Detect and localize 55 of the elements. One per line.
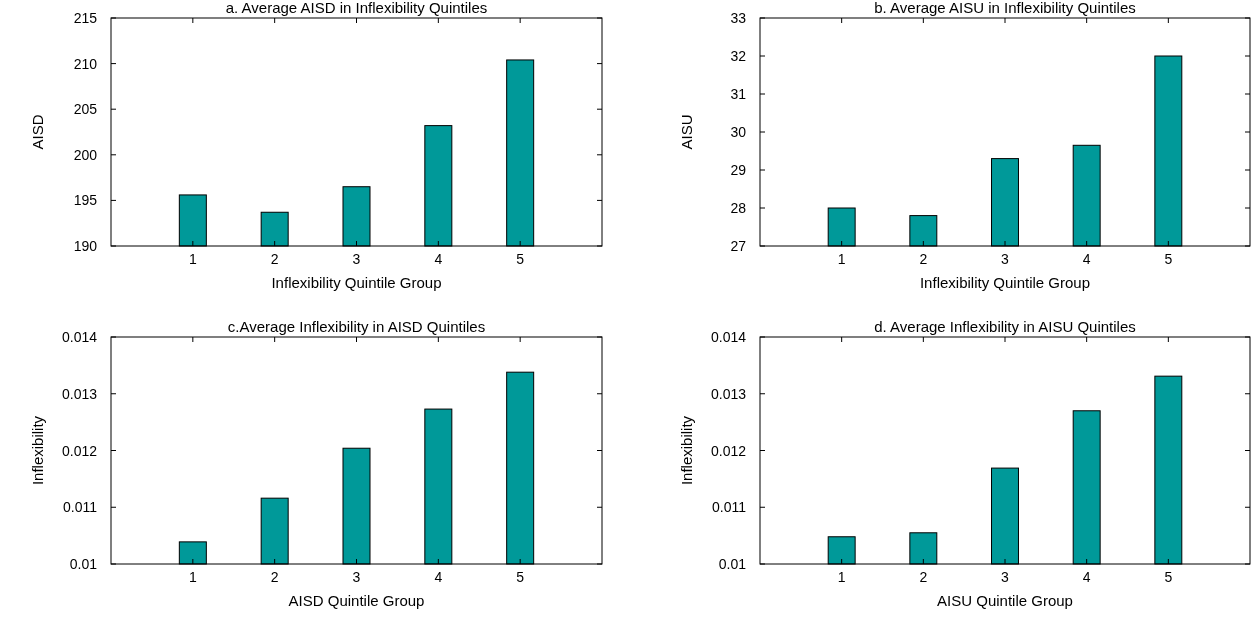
x-tick-label: 1: [837, 251, 846, 267]
chart-title: b. Average AISU in Inflexibility Quintiles: [874, 0, 1136, 16]
x-tick-label: 5: [1164, 569, 1173, 585]
x-tick-label: 4: [434, 251, 443, 267]
y-axis-title: Inflexibility: [678, 415, 695, 486]
x-axis-title: AISD Quintile Group: [288, 592, 425, 609]
y-tick-label: 205: [73, 101, 98, 118]
y-tick-label: 210: [73, 55, 98, 72]
chart-title: a. Average AISD in Inflexibility Quintiles: [225, 0, 488, 16]
y-tick-label: 32: [730, 48, 747, 64]
y-tick-label: 0.011: [712, 499, 747, 516]
y-tick-label: 31: [730, 86, 747, 102]
y-tick-label: 0.013: [61, 385, 98, 402]
x-axis-title: Inflexibility Quintile Group: [919, 274, 1091, 291]
y-tick-label: 29: [730, 162, 747, 178]
y-tick-label: 0.013: [710, 385, 747, 402]
x-axis-title: AISU Quintile Group: [937, 592, 1073, 609]
chart-title: c.Average Inflexibility in AISD Quintiles: [227, 318, 486, 335]
y-tick-label: 0.01: [718, 556, 747, 572]
x-tick-label: 5: [516, 251, 525, 267]
x-tick-label: 2: [919, 569, 928, 585]
y-tick-label: 30: [730, 124, 747, 140]
x-tick-label: 1: [188, 251, 197, 267]
y-tick-label: 0.014: [61, 329, 98, 345]
x-tick-label: 3: [352, 251, 361, 267]
chart-title: d. Average Inflexibility in AISU Quintiles: [874, 318, 1136, 335]
y-tick-label: 0.012: [710, 442, 747, 459]
y-tick-label: 190: [73, 238, 98, 254]
x-tick-label: 3: [1001, 251, 1010, 267]
x-tick-label: 2: [270, 569, 279, 585]
x-tick-label: 4: [1082, 251, 1091, 267]
y-tick-label: 0.012: [61, 442, 98, 459]
x-tick-label: 2: [270, 251, 279, 267]
x-tick-label: 5: [1164, 251, 1173, 267]
x-tick-label: 1: [188, 569, 197, 585]
x-tick-label: 3: [352, 569, 361, 585]
y-axis-title: AISD: [29, 114, 46, 150]
y-tick-label: 28: [730, 200, 747, 216]
y-tick-label: 215: [73, 10, 98, 26]
y-tick-label: 195: [73, 192, 98, 209]
y-axis-title: Inflexibility: [29, 415, 46, 486]
x-axis-title: Inflexibility Quintile Group: [271, 274, 442, 291]
y-tick-label: 27: [730, 238, 747, 254]
x-tick-label: 5: [516, 569, 525, 585]
x-tick-label: 2: [919, 251, 928, 267]
y-tick-label: 0.011: [63, 499, 98, 516]
x-tick-label: 1: [837, 569, 846, 585]
x-tick-label: 4: [1082, 569, 1091, 585]
x-tick-label: 3: [1001, 569, 1010, 585]
y-tick-label: 0.01: [69, 556, 98, 572]
y-axis-title: AISU: [678, 114, 695, 150]
y-tick-label: 0.014: [710, 329, 747, 345]
x-tick-label: 4: [434, 569, 443, 585]
y-tick-label: 33: [730, 10, 747, 26]
y-tick-label: 200: [73, 146, 98, 163]
